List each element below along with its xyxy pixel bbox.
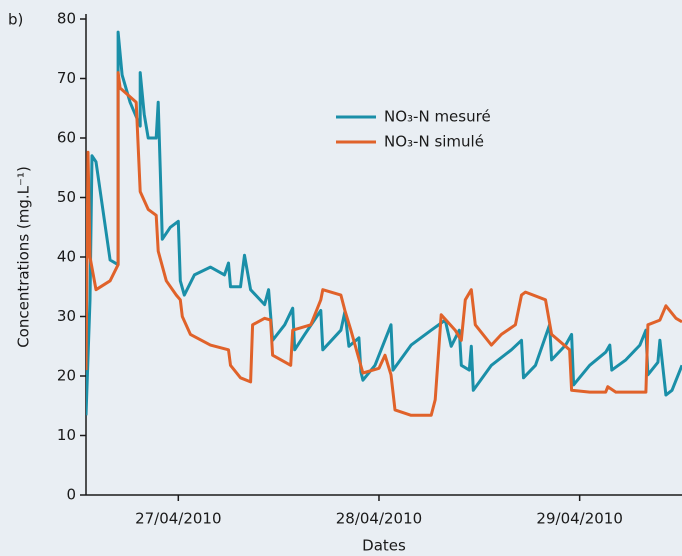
y-tick-label: 0 [66, 486, 76, 504]
x-tick-label: 29/04/2010 [536, 510, 622, 528]
x-tick-label: 27/04/2010 [135, 510, 221, 528]
legend-label: NO₃-N simulé [384, 133, 484, 151]
x-tick-label: 28/04/2010 [336, 510, 422, 528]
y-tick-label: 30 [57, 307, 76, 325]
y-tick-label: 60 [57, 129, 76, 147]
y-axis-label: Concentrations (mg.L⁻¹) [15, 166, 33, 348]
legend-label: NO₃-N mesuré [384, 108, 491, 126]
x-axis-label: Dates [362, 537, 406, 555]
y-tick-label: 20 [57, 367, 76, 385]
series-line [86, 71, 682, 417]
plot-area [86, 30, 682, 417]
y-tick-label: 50 [57, 188, 76, 206]
y-tick-label: 80 [57, 10, 76, 28]
panel-label: b) [8, 11, 23, 29]
y-tick-label: 40 [57, 248, 76, 266]
y-tick-label: 70 [57, 69, 76, 87]
y-tick-label: 10 [57, 426, 76, 444]
